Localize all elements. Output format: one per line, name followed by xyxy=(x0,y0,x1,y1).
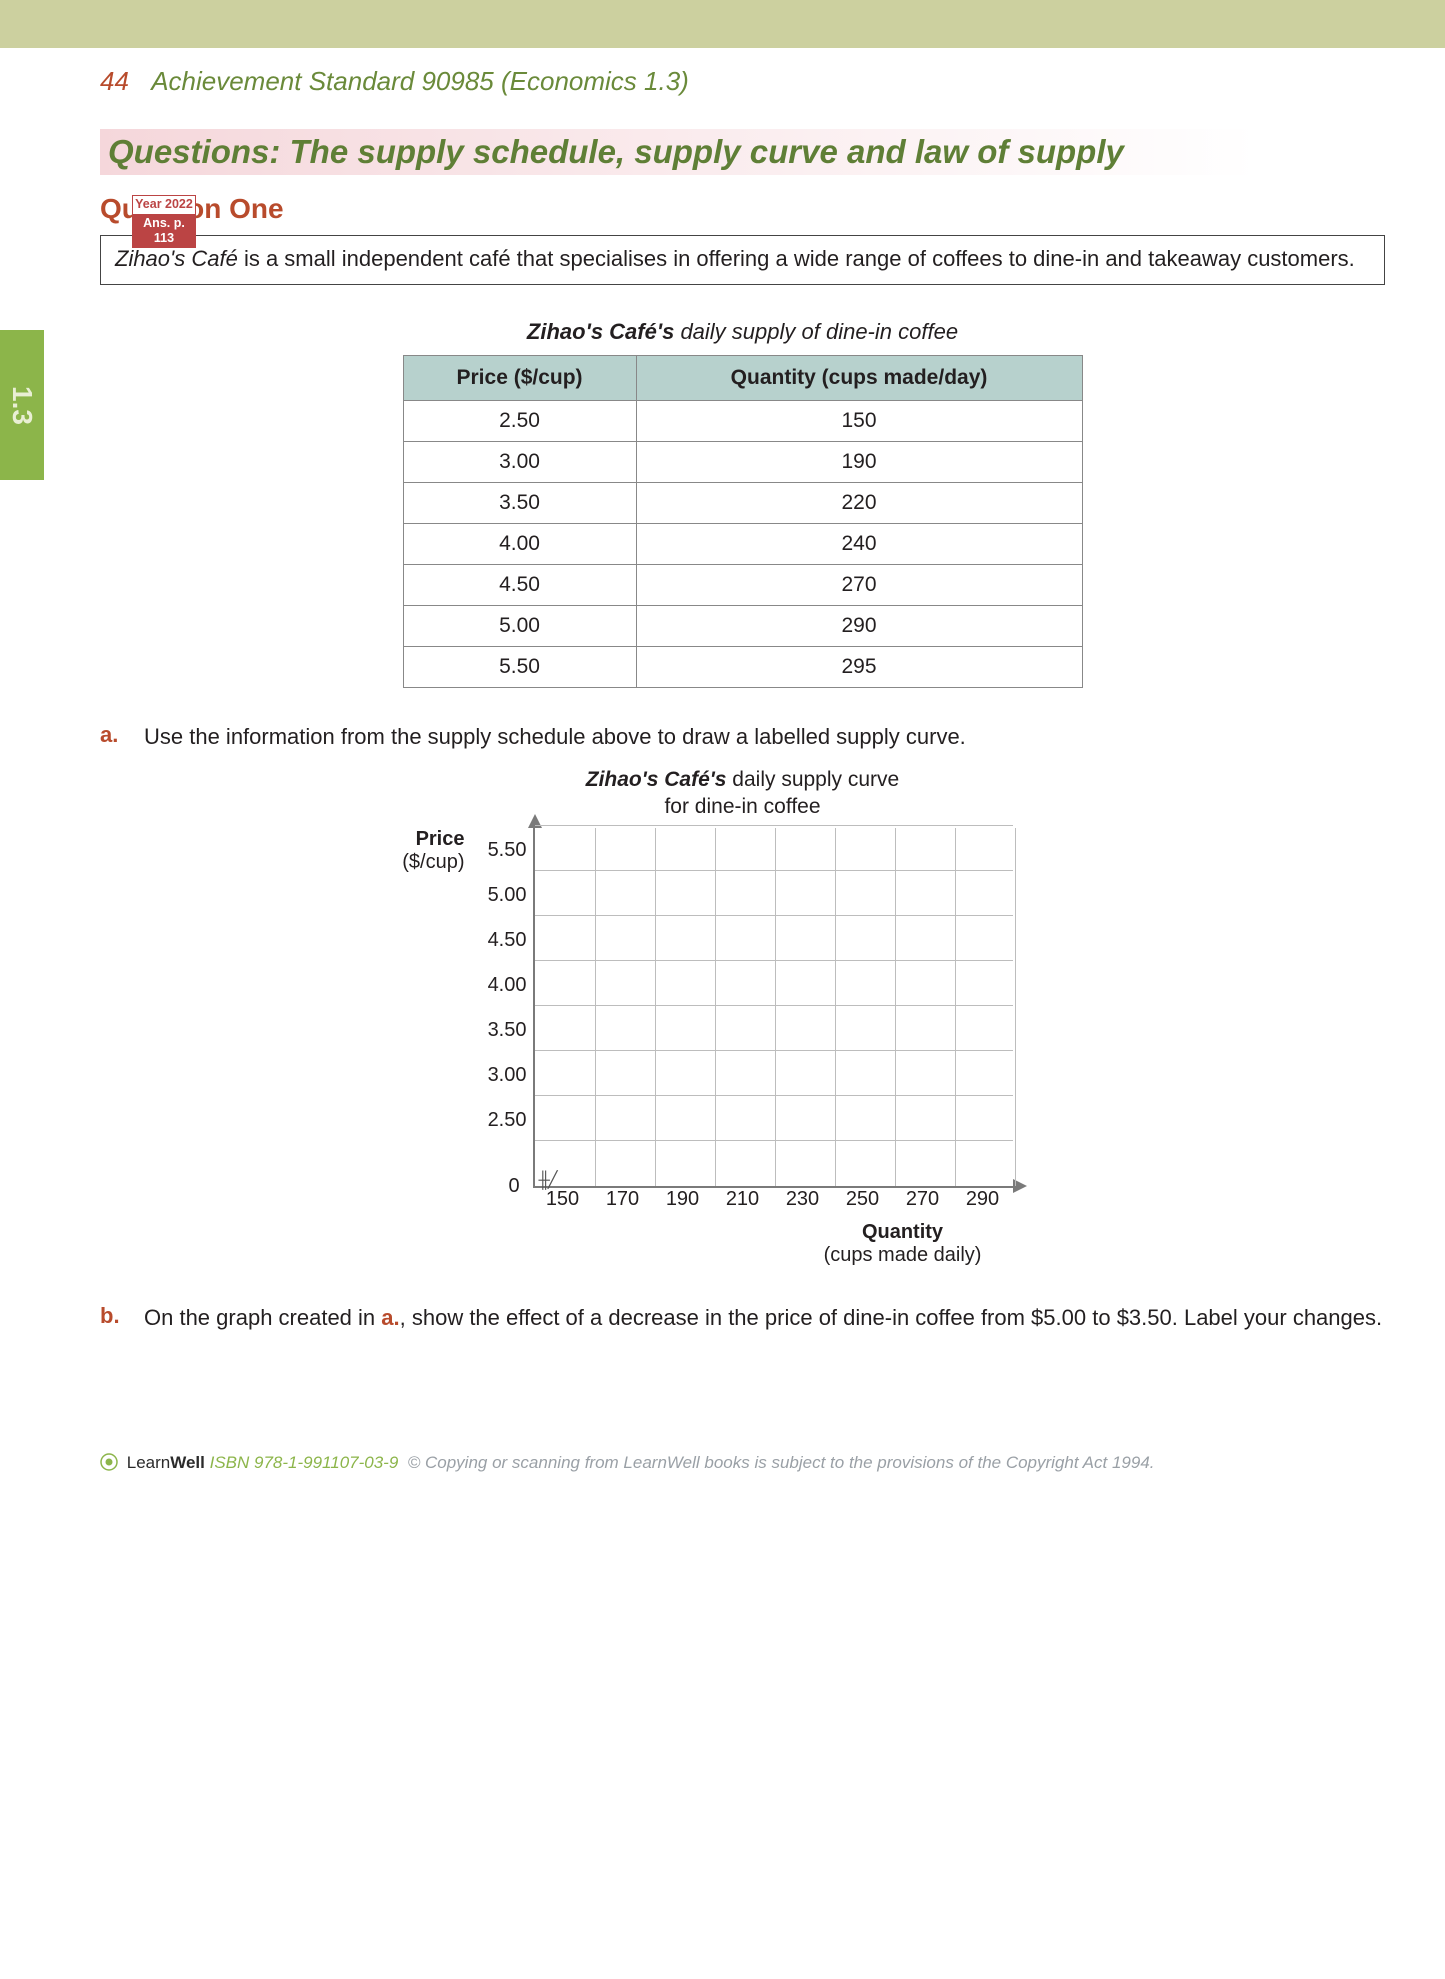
x-tick: 230 xyxy=(773,1188,833,1211)
y-tick: 4.50 xyxy=(473,918,533,963)
table-row: 4.00240 xyxy=(403,523,1082,564)
price-cell: 4.50 xyxy=(403,564,636,605)
scenario-text: is a small independent café that special… xyxy=(238,246,1355,271)
x-tick: 270 xyxy=(893,1188,953,1211)
price-cell: 3.50 xyxy=(403,482,636,523)
chart-title-bold: Zihao's Café's xyxy=(586,768,727,791)
x-tick: 210 xyxy=(713,1188,773,1211)
y-axis-label: Price ($/cup) xyxy=(363,828,473,874)
part-a: a. Use the information from the supply s… xyxy=(100,722,1385,752)
x-tick: 150 xyxy=(533,1188,593,1211)
price-cell: 5.00 xyxy=(403,605,636,646)
y-tick: 2.50 xyxy=(473,1098,533,1143)
qty-cell: 220 xyxy=(636,482,1082,523)
chart-grid: 0 ╫╱ xyxy=(533,828,1013,1188)
chart-title: Zihao's Café's daily supply curve for di… xyxy=(363,767,1123,820)
table-row: 5.50295 xyxy=(403,646,1082,687)
part-b-text: On the graph created in a., show the eff… xyxy=(144,1303,1385,1333)
xlabel-2: (cups made daily) xyxy=(683,1244,1123,1267)
isbn: ISBN 978-1-991107-03-9 xyxy=(210,1453,399,1472)
x-tick: 290 xyxy=(953,1188,1013,1211)
price-cell: 4.00 xyxy=(403,523,636,564)
supply-schedule-table: Price ($/cup) Quantity (cups made/day) 2… xyxy=(403,355,1083,688)
side-tab: 1.3 xyxy=(0,330,44,480)
chart-title-rest2: for dine-in coffee xyxy=(664,795,820,818)
ylabel-2: ($/cup) xyxy=(363,851,465,874)
price-cell: 3.00 xyxy=(403,441,636,482)
publisher-logo-icon xyxy=(100,1453,118,1471)
y-ticks: 5.505.004.504.003.503.002.50 xyxy=(473,828,533,1188)
table-caption: Zihao's Café's daily supply of dine-in c… xyxy=(100,319,1385,345)
xlabel-1: Quantity xyxy=(683,1221,1123,1244)
footer: LearnWell ISBN 978-1-991107-03-9 © Copyi… xyxy=(100,1453,1385,1473)
qty-cell: 295 xyxy=(636,646,1082,687)
copyright-text: © Copying or scanning from LearnWell boo… xyxy=(408,1453,1155,1472)
part-b-label: b. xyxy=(100,1303,126,1333)
y-tick: 3.50 xyxy=(473,1008,533,1053)
table-caption-bold: Zihao's Café's xyxy=(527,319,674,344)
price-cell: 5.50 xyxy=(403,646,636,687)
table-row: 3.50220 xyxy=(403,482,1082,523)
price-cell: 2.50 xyxy=(403,400,636,441)
qty-cell: 240 xyxy=(636,523,1082,564)
page-number: 44 xyxy=(100,66,129,96)
axis-break-icon: ╫╱ xyxy=(539,1170,556,1190)
part-b-ref: a. xyxy=(381,1305,399,1330)
part-b: b. On the graph created in a., show the … xyxy=(100,1303,1385,1333)
qty-cell: 270 xyxy=(636,564,1082,605)
running-head-text: Achievement Standard 90985 (Economics 1.… xyxy=(151,66,689,96)
scenario-cafe-name: Zihao's Café xyxy=(115,246,238,271)
question-heading: Year 2022 Ans. p. 113 Question One xyxy=(100,193,1445,225)
col-price: Price ($/cup) xyxy=(403,355,636,400)
y-tick: 3.00 xyxy=(473,1053,533,1098)
table-row: 2.50150 xyxy=(403,400,1082,441)
running-header: 44 Achievement Standard 90985 (Economics… xyxy=(0,48,1445,111)
ylabel-1: Price xyxy=(363,828,465,851)
top-color-bar xyxy=(0,0,1445,48)
table-row: 5.00290 xyxy=(403,605,1082,646)
x-tick: 190 xyxy=(653,1188,713,1211)
year-tag: Year 2022 xyxy=(132,195,196,215)
scenario-box: Zihao's Café is a small independent café… xyxy=(100,235,1385,285)
x-ticks: 150170190210230250270290 xyxy=(533,1188,1013,1211)
y-tick: 4.00 xyxy=(473,963,533,1008)
margin-tags: Year 2022 Ans. p. 113 xyxy=(132,195,196,248)
table-row: 4.50270 xyxy=(403,564,1082,605)
col-quantity: Quantity (cups made/day) xyxy=(636,355,1082,400)
chart-title-rest1: daily supply curve xyxy=(726,768,899,791)
answer-page-tag: Ans. p. 113 xyxy=(132,215,196,248)
origin-zero: 0 xyxy=(509,1175,520,1198)
publisher-brand: LearnWell xyxy=(127,1453,205,1472)
y-tick: 5.50 xyxy=(473,828,533,873)
qty-cell: 150 xyxy=(636,400,1082,441)
supply-curve-chart: Zihao's Café's daily supply curve for di… xyxy=(363,767,1123,1267)
y-tick: 5.00 xyxy=(473,873,533,918)
x-tick: 250 xyxy=(833,1188,893,1211)
part-a-text: Use the information from the supply sche… xyxy=(144,722,1385,752)
table-row: 3.00190 xyxy=(403,441,1082,482)
part-a-label: a. xyxy=(100,722,126,752)
table-caption-rest: daily supply of dine-in coffee xyxy=(674,319,958,344)
x-axis-label: Quantity (cups made daily) xyxy=(683,1221,1123,1267)
section-title: Questions: The supply schedule, supply c… xyxy=(100,129,1385,175)
qty-cell: 190 xyxy=(636,441,1082,482)
x-tick: 170 xyxy=(593,1188,653,1211)
qty-cell: 290 xyxy=(636,605,1082,646)
